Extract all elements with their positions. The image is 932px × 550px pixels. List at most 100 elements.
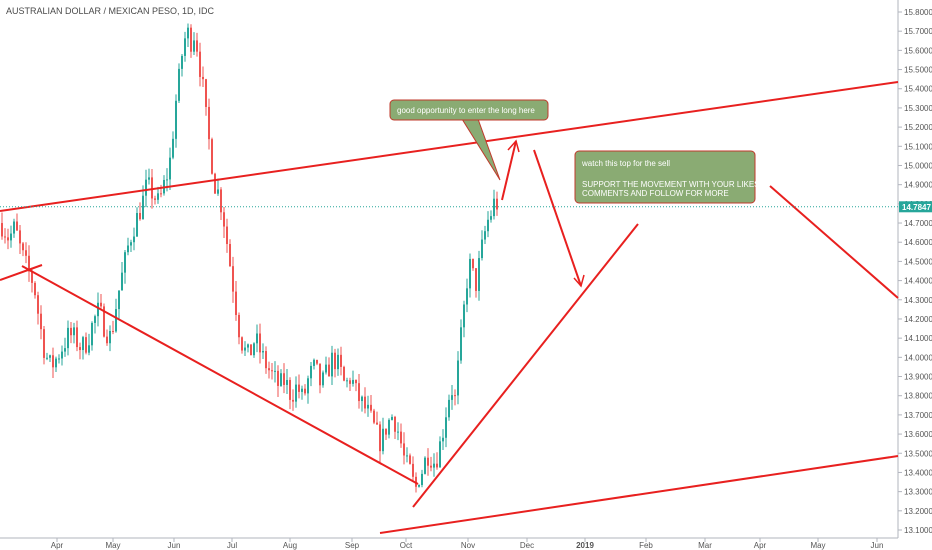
candle-bearish xyxy=(238,314,240,338)
trend-drawings[interactable] xyxy=(0,81,899,534)
candle-bearish xyxy=(277,370,279,386)
candle-bearish xyxy=(496,198,498,210)
long-callout[interactable]: good opportunity to enter the long here xyxy=(389,99,549,181)
candle-bearish xyxy=(394,416,396,432)
candle-bullish xyxy=(331,352,333,377)
candle-bullish xyxy=(217,189,219,194)
candle-bearish xyxy=(364,396,366,409)
candle-bullish xyxy=(301,388,303,392)
price-tick-label: 14.0000 xyxy=(904,353,932,362)
candle-bearish xyxy=(271,370,273,372)
candle-bearish xyxy=(52,355,54,368)
candle-bearish xyxy=(106,336,108,344)
candle-bearish xyxy=(304,388,306,394)
candle-bullish xyxy=(247,344,249,348)
sell-callout[interactable]: watch this top for the sell SUPPORT THE … xyxy=(574,150,762,204)
candle-bearish xyxy=(154,198,156,200)
candle-bearish xyxy=(472,258,474,269)
candle-bearish xyxy=(400,431,402,444)
candle-bullish xyxy=(82,337,84,351)
candle-bearish xyxy=(376,422,378,425)
price-tick-label: 15.2000 xyxy=(904,123,932,132)
candle-bullish xyxy=(421,473,423,485)
candle-bearish xyxy=(403,443,405,456)
arrow-up-shaft[interactable] xyxy=(501,140,517,201)
candle-bearish xyxy=(436,463,438,468)
price-tick-label: 15.4000 xyxy=(904,85,932,94)
candle-bullish xyxy=(442,437,444,442)
candle-bullish xyxy=(166,179,168,181)
candle-bullish xyxy=(253,343,255,356)
price-tick-label: 13.1000 xyxy=(904,526,932,535)
candle-bearish xyxy=(70,327,72,336)
candle-bullish xyxy=(13,221,15,234)
candle-bullish xyxy=(46,357,48,359)
candle-bullish xyxy=(325,364,327,373)
candle-bullish xyxy=(493,198,495,217)
lower-channel-line[interactable] xyxy=(379,455,899,534)
candle-bearish xyxy=(316,359,318,364)
candle-bearish xyxy=(409,455,411,464)
price-tick-label: 14.7000 xyxy=(904,219,932,228)
price-tick-label: 15.6000 xyxy=(904,46,932,55)
candle-bullish xyxy=(484,231,486,240)
upper-channel-line[interactable] xyxy=(0,81,899,212)
candle-bearish xyxy=(37,295,39,314)
price-tick-label: 15.8000 xyxy=(904,8,932,17)
sell-callout-line3: COMMENTS AND FOLLOW FOR MORE xyxy=(582,189,729,198)
ascending-trendline[interactable] xyxy=(412,223,639,508)
candle-bearish xyxy=(25,250,27,256)
candle-bullish xyxy=(142,195,144,220)
price-tick-label: 15.3000 xyxy=(904,104,932,113)
candle-bullish xyxy=(256,333,258,344)
candle-bullish xyxy=(109,330,111,344)
candle-bearish xyxy=(373,410,375,423)
candle-bearish xyxy=(319,363,321,386)
candle-bullish xyxy=(118,290,120,310)
time-axis[interactable]: Apr May Jun Jul Aug Sep Oct Nov Dec 2019 Feb Mar Apr… xyxy=(51,538,884,550)
candle-bearish xyxy=(229,244,231,267)
descending-trendline[interactable] xyxy=(21,265,419,485)
price-tick-label: 14.5000 xyxy=(904,257,932,266)
candle-bullish xyxy=(49,355,51,358)
candle-bullish xyxy=(136,212,138,237)
candle-bearish xyxy=(427,457,429,466)
candle-bullish xyxy=(73,327,75,336)
price-tick-label: 14.9000 xyxy=(904,181,932,190)
future-decline-line[interactable] xyxy=(769,185,899,299)
time-tick-label: Feb xyxy=(639,541,653,550)
candle-bearish xyxy=(292,399,294,402)
candle-bearish xyxy=(160,193,162,195)
candle-bearish xyxy=(358,383,360,402)
candle-bullish xyxy=(391,416,393,420)
candle-bearish xyxy=(355,379,357,384)
candle-bullish xyxy=(115,309,117,332)
time-tick-label: Aug xyxy=(283,541,297,550)
price-tick-label: 14.6000 xyxy=(904,238,932,247)
candle-bullish xyxy=(418,484,420,487)
candle-bullish xyxy=(178,68,180,101)
candle-bearish xyxy=(202,76,204,80)
time-tick-label: Jun xyxy=(871,541,884,550)
candle-bearish xyxy=(379,424,381,452)
candle-bullish xyxy=(67,327,69,349)
time-tick-label: Oct xyxy=(400,541,413,550)
candle-bearish xyxy=(4,236,6,238)
candle-bearish xyxy=(76,327,78,348)
time-tick-label: Dec xyxy=(520,541,534,550)
short-support-segment[interactable] xyxy=(0,264,43,281)
candle-bullish xyxy=(352,379,354,384)
candle-bullish xyxy=(10,233,12,241)
sell-callout-line2: SUPPORT THE MOVEMENT WITH YOUR LIKES, xyxy=(582,180,762,189)
arrow-down-shaft[interactable] xyxy=(533,149,582,287)
candle-bullish xyxy=(406,455,408,457)
candle-bearish xyxy=(349,380,351,384)
candle-bearish xyxy=(151,177,153,199)
sell-callout-box xyxy=(574,150,756,204)
candle-bearish xyxy=(298,384,300,392)
candle-bearish xyxy=(85,337,87,353)
last-price-box xyxy=(899,201,932,213)
candle-bearish xyxy=(7,237,9,241)
long-callout-box xyxy=(389,99,549,121)
